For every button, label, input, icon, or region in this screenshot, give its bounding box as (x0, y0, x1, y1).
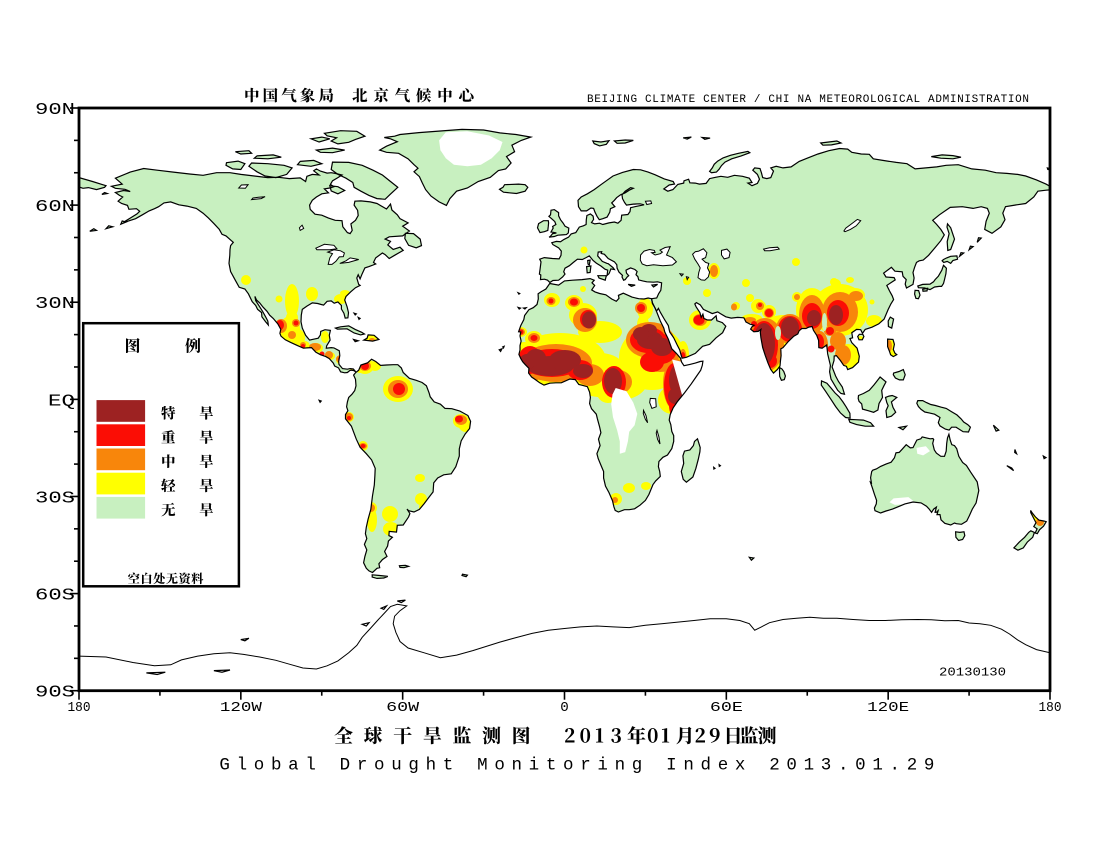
svg-text:60N: 60N (35, 198, 75, 217)
svg-text:60S: 60S (35, 587, 75, 606)
svg-text:BEIJING CLIMATE CENTER / CHI N: BEIJING CLIMATE CENTER / CHI NA METEOROL… (587, 94, 1029, 106)
svg-text:60W: 60W (386, 700, 420, 716)
svg-text:90N: 90N (35, 101, 75, 120)
svg-text:120W: 120W (220, 700, 263, 716)
svg-text:90S: 90S (35, 684, 75, 703)
svg-text:180: 180 (1039, 700, 1062, 716)
svg-text:20130130: 20130130 (939, 666, 1006, 680)
svg-text:30S: 30S (35, 489, 75, 508)
svg-text:0: 0 (560, 700, 569, 716)
svg-text:120E: 120E (867, 700, 909, 716)
svg-text:60E: 60E (710, 700, 743, 716)
svg-text:EQ: EQ (48, 392, 75, 411)
svg-text:180: 180 (68, 700, 91, 716)
svg-text:30N: 30N (35, 295, 75, 314)
